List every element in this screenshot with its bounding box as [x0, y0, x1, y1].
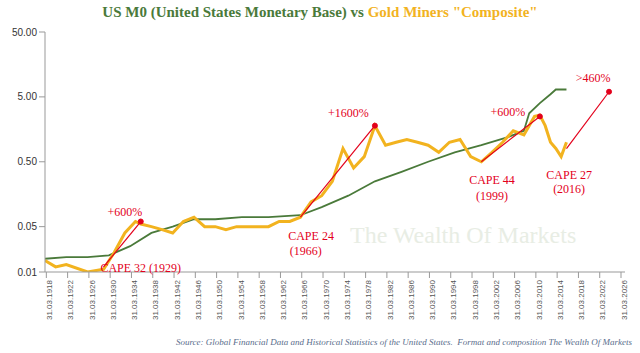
- svg-text:31.03.1938: 31.03.1938: [151, 279, 160, 320]
- svg-text:CAPE 24: CAPE 24: [288, 229, 334, 243]
- svg-text:31.03.1954: 31.03.1954: [237, 279, 246, 320]
- svg-text:31.03.2022: 31.03.2022: [598, 279, 607, 320]
- svg-text:31.03.1982: 31.03.1982: [386, 279, 395, 320]
- svg-text:31.03.2006: 31.03.2006: [513, 279, 522, 320]
- svg-text:31.03.1930: 31.03.1930: [109, 279, 118, 320]
- svg-text:CAPE 32 (1929): CAPE 32 (1929): [100, 261, 181, 275]
- svg-text:31.03.1990: 31.03.1990: [428, 279, 437, 320]
- svg-text:50.00: 50.00: [12, 27, 37, 38]
- svg-text:+600%: +600%: [491, 105, 526, 119]
- svg-text:>460%: >460%: [576, 71, 611, 85]
- html-text:US M0 (United States Monetary: US M0 (United States Monetary Base) vs G…: [102, 4, 538, 20]
- svg-text:31.03.1994: 31.03.1994: [449, 279, 458, 320]
- svg-text:5.00: 5.00: [18, 91, 38, 102]
- svg-text:31.03.1942: 31.03.1942: [173, 279, 182, 320]
- svg-text:31.03.1934: 31.03.1934: [130, 279, 139, 320]
- svg-text:31.03.1986: 31.03.1986: [407, 279, 416, 320]
- svg-text:31.03.1950: 31.03.1950: [215, 279, 224, 320]
- svg-text:31.03.1998: 31.03.1998: [471, 279, 480, 320]
- svg-text:31.03.2026: 31.03.2026: [620, 279, 629, 320]
- svg-text:0.05: 0.05: [18, 221, 38, 232]
- svg-text:CAPE 27: CAPE 27: [546, 168, 592, 182]
- svg-text:+600%: +600%: [107, 205, 142, 219]
- svg-text:31.03.2002: 31.03.2002: [492, 279, 501, 320]
- svg-text:31.03.1946: 31.03.1946: [194, 279, 203, 320]
- svg-text:31.03.1978: 31.03.1978: [364, 279, 373, 320]
- svg-text:31.03.2018: 31.03.2018: [577, 279, 586, 320]
- svg-text:31.03.1922: 31.03.1922: [66, 279, 75, 320]
- svg-text:(2016): (2016): [553, 182, 585, 196]
- svg-text:(1999): (1999): [476, 189, 508, 203]
- svg-text:CAPE 44: CAPE 44: [469, 173, 515, 187]
- html-text:The Wealth Of Markets: The Wealth Of Markets: [350, 222, 577, 248]
- svg-text:+1600%: +1600%: [328, 106, 369, 120]
- svg-text:31.03.1970: 31.03.1970: [322, 279, 331, 320]
- svg-text:31.03.1918: 31.03.1918: [45, 279, 54, 320]
- svg-text:31.03.2014: 31.03.2014: [556, 279, 565, 320]
- svg-text:0.50: 0.50: [18, 156, 38, 167]
- svg-text:31.03.1958: 31.03.1958: [258, 279, 267, 320]
- svg-text:(1966): (1966): [290, 244, 322, 258]
- svg-text:31.03.1926: 31.03.1926: [88, 279, 97, 320]
- html-text:Source: Global Financial Data: Source: Global Financial Data and Histor…: [176, 337, 632, 347]
- svg-text:31.03.1966: 31.03.1966: [300, 279, 309, 320]
- svg-text:31.03.1974: 31.03.1974: [343, 279, 352, 320]
- svg-text:31.03.1962: 31.03.1962: [279, 279, 288, 320]
- svg-text:0.01: 0.01: [18, 267, 38, 278]
- svg-text:31.03.2010: 31.03.2010: [535, 279, 544, 320]
